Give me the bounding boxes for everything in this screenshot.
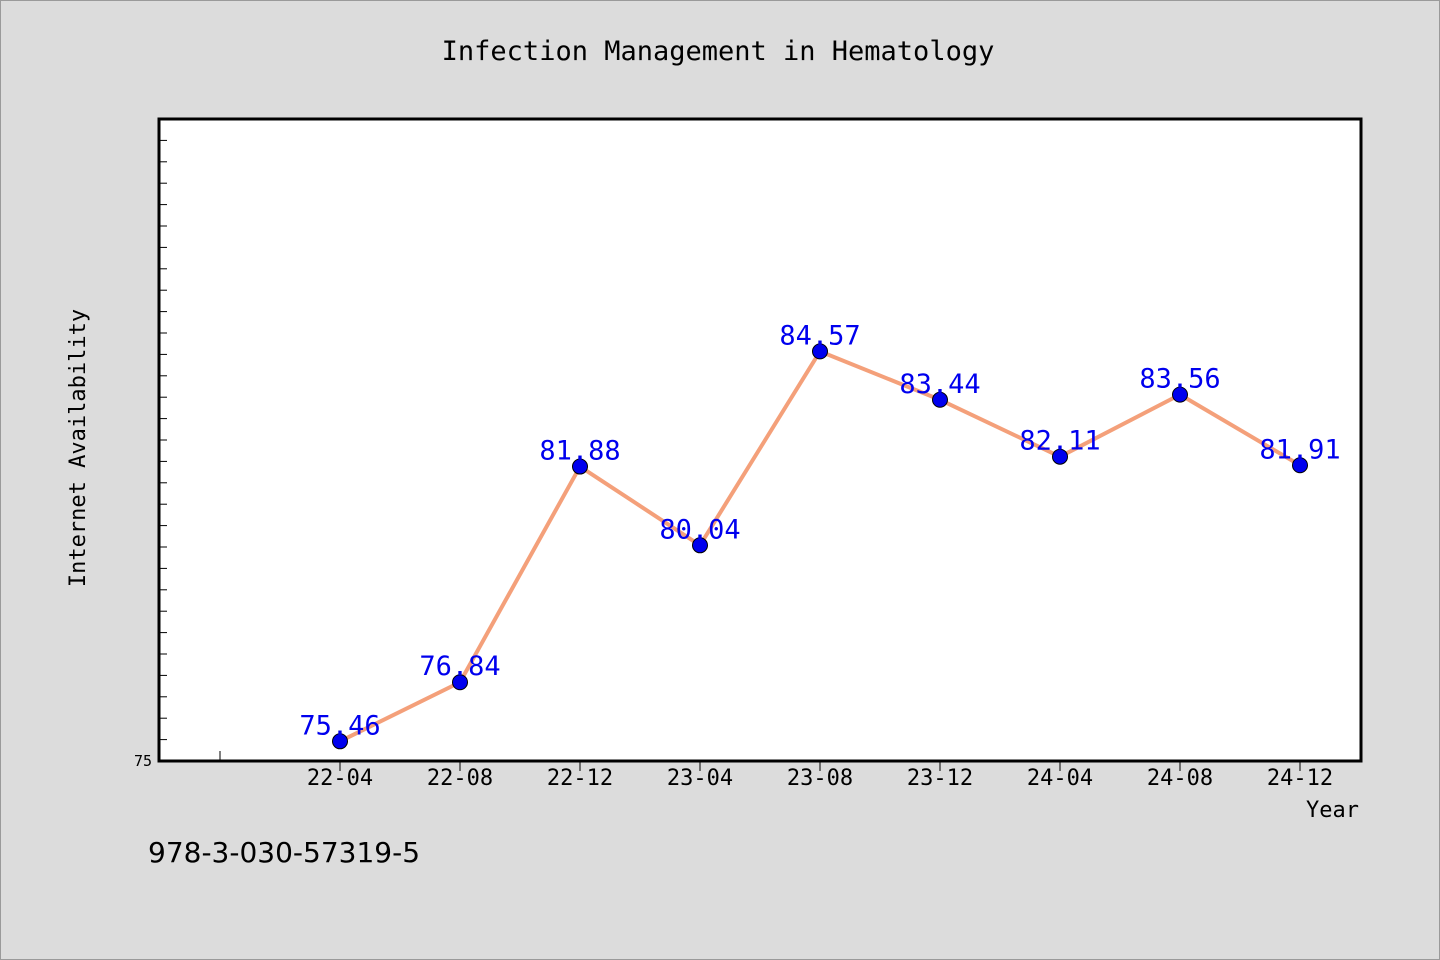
data-point [332, 733, 348, 750]
y-axis-label: Internet Availability [66, 309, 91, 587]
plot-area [157, 117, 1363, 763]
series-points [332, 343, 1308, 750]
data-labels: 75.46 76.84 81.88 80.04 84.57 83.44 82.11 83.56… [299, 320, 1340, 741]
data-point [452, 674, 468, 691]
chart-title: Infection Management in Hematology [442, 36, 995, 67]
x-tick-label: 23-08 [787, 766, 853, 791]
x-tick-label: 24-04 [1027, 766, 1093, 791]
data-label: 84.57 [779, 320, 860, 351]
x-tick-label: 22-04 [307, 766, 373, 791]
data-point [1052, 448, 1068, 465]
data-point [812, 343, 828, 360]
x-tick-label: 22-08 [427, 766, 493, 791]
data-point [932, 391, 948, 408]
x-tick-label: 22-12 [547, 766, 613, 791]
x-tick-label: 23-04 [667, 766, 733, 791]
x-axis-tick-labels: 22-04 22-08 22-12 23-04 23-08 23-12 24-04 24-08… [307, 766, 1333, 791]
isbn-text: 978-3-030-57319-5 [148, 836, 421, 869]
x-axis-label: Year [1306, 798, 1359, 823]
x-tick-label: 24-08 [1147, 766, 1213, 791]
data-point [1172, 386, 1188, 403]
data-label: 81.91 [1259, 434, 1340, 465]
x-tick-label: 24-12 [1267, 766, 1333, 791]
x-axis-ticks [219, 751, 1301, 771]
data-point [692, 537, 708, 554]
data-label: 81.88 [539, 436, 620, 467]
y-tick-label-75: 75 [134, 752, 152, 770]
data-label: 83.44 [899, 369, 980, 400]
data-label: 83.56 [1139, 364, 1220, 395]
data-label: 76.84 [419, 651, 500, 682]
data-label: 75.46 [299, 710, 380, 741]
data-point [1292, 457, 1308, 474]
data-label: 80.04 [659, 514, 740, 545]
data-point [572, 458, 588, 475]
y-axis-ticks [159, 139, 167, 741]
data-label: 82.11 [1019, 426, 1100, 457]
x-tick-label: 23-12 [907, 766, 973, 791]
